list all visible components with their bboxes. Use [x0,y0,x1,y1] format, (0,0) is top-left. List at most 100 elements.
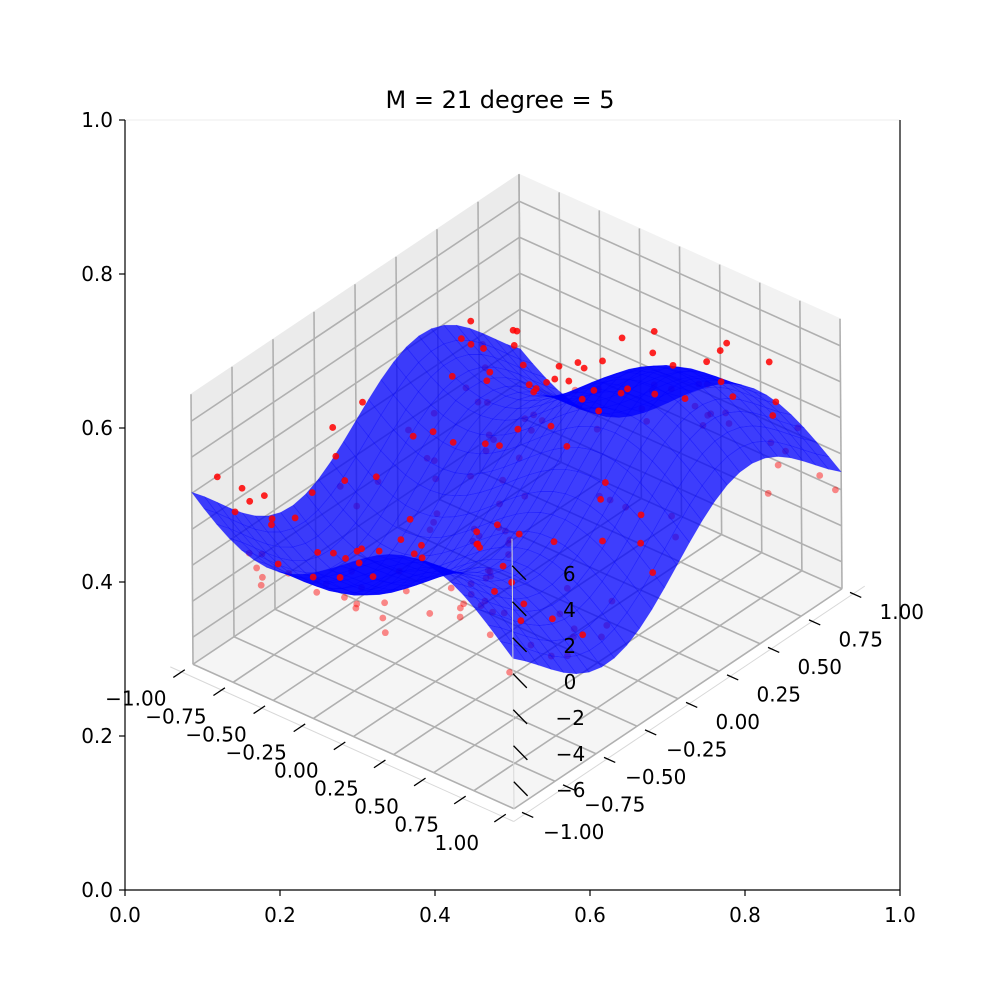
data-point [448,372,456,380]
data-point [681,395,689,402]
data-point [246,497,254,505]
y-tick-label: −0.75 [584,793,645,817]
z-tick-label: 2 [563,634,576,658]
data-point [342,554,349,562]
data-point [816,472,824,479]
data-point [473,528,481,536]
x-tick-label: 0.75 [394,813,439,837]
data-point [578,395,586,403]
outer-x-tick-label: 0.0 [109,903,141,927]
data-point [832,486,839,494]
model-surface [190,324,842,675]
data-point [253,564,261,572]
data-point [447,584,455,592]
x-tick [293,723,306,733]
x-tick [213,687,226,697]
data-point [359,398,366,406]
data-point [506,668,513,676]
x-tick [493,813,507,823]
data-point [649,349,657,357]
data-point [601,479,609,486]
surface-patch [525,647,552,670]
data-point [409,432,417,440]
data-point [543,378,550,386]
data-point [597,495,605,503]
data-point [467,340,475,348]
data-point [456,613,464,621]
data-point [637,511,645,519]
grid-line [518,200,841,347]
data-point [375,547,383,555]
data-point [353,600,361,608]
data-point [555,362,563,370]
y-tick [685,701,698,709]
surface-patch [726,447,753,473]
data-point [496,442,503,450]
data-point [418,541,425,549]
data-point [563,442,571,450]
grid-line [274,608,597,755]
grid-line [315,581,638,727]
y-tick-label: −0.25 [666,738,727,762]
data-point [291,514,299,522]
data-point [481,440,489,448]
data-point [514,425,522,433]
data-point [486,631,494,639]
x-tick [333,741,346,751]
data-point [532,385,540,392]
data-point [510,341,518,349]
data-point [637,539,645,547]
data-point [397,536,405,543]
data-point [402,587,410,595]
z-tick-label: −2 [556,706,585,730]
outer-x-tick-label: 0.2 [264,903,296,927]
data-point [764,490,772,497]
data-point [509,326,517,334]
data-point [486,368,494,376]
data-point [341,594,348,601]
data-point [309,573,317,581]
surface-patch [601,628,628,659]
data-point [314,548,322,556]
data-point [352,604,360,612]
x-tick [413,777,426,787]
data-point [429,428,437,436]
data-point [213,473,221,481]
z-tick-label: −6 [556,778,585,802]
z-tick [512,709,528,725]
data-point [517,617,525,625]
data-point [599,357,606,365]
z-tick [512,637,528,653]
z-tick [512,673,528,689]
data-point [381,599,389,607]
y-tick [562,784,575,791]
z-tick [511,565,527,581]
surface-patch [576,650,603,673]
outer-y-tick-label: 0.6 [81,416,113,440]
grid-line [190,200,520,422]
y-tick-label: −1.00 [543,820,604,844]
data-point [547,422,555,430]
data-point [574,359,582,366]
y-tick [767,646,780,654]
data-point [418,554,426,562]
y-tick-label: −0.50 [625,765,686,789]
data-point [268,515,276,523]
grid-line [191,272,521,494]
grid-line [192,663,515,810]
data-point [379,614,387,622]
surface-patch [537,652,565,673]
x-tick [253,705,266,715]
data-point [491,588,498,595]
data-point [493,521,501,529]
grid-line [519,236,841,383]
outer-x-tick-label: 0.4 [419,903,451,927]
data-point [330,549,337,557]
y-tick-label: 0.25 [756,683,801,707]
data-point [550,538,558,546]
outer-y-tick-label: 0.4 [81,570,113,594]
surface-patch [588,641,615,668]
data-point [341,477,349,484]
surface-patch [614,612,640,646]
data-point [329,424,337,431]
